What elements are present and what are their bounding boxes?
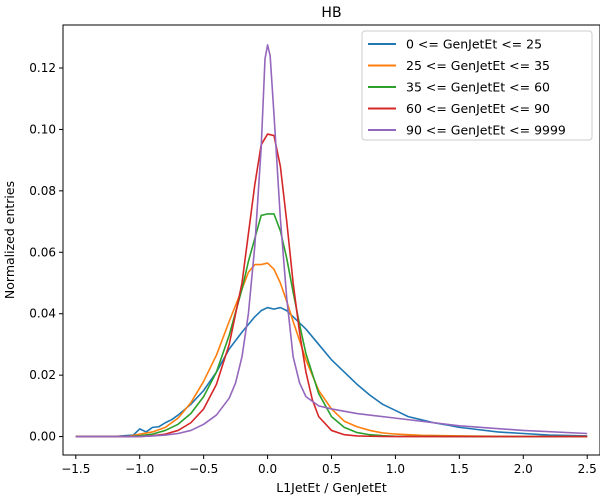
plot-frame [62, 24, 600, 456]
chart-title: HB [321, 5, 341, 21]
series-line-2 [75, 262, 588, 438]
x-tick-label: 0.0 [258, 462, 277, 476]
x-tick-label: −1.5 [61, 462, 90, 476]
legend: 0 <= GenJetEt <= 25 25 <= GenJetEt <= 35 3… [361, 30, 593, 141]
legend-label: 90 <= GenJetEt <= 9999 [406, 123, 566, 138]
y-tick-label: 0.08 [29, 184, 56, 198]
y-tick-label: 0.10 [29, 122, 56, 136]
series-line-3 [75, 213, 588, 438]
series-line-4 [75, 133, 588, 438]
y-tick-label: 0.00 [29, 430, 56, 444]
x-tick-label: 1.5 [450, 462, 469, 476]
y-tick-label: 0.06 [29, 245, 56, 259]
x-axis-label: L1JetEt / GenJetEt [276, 480, 387, 495]
legend-label: 0 <= GenJetEt <= 25 [406, 37, 542, 52]
legend-label: 35 <= GenJetEt <= 60 [406, 80, 550, 95]
y-axis-ticks: 0.00 0.02 0.04 0.06 0.08 0.10 0.12 [29, 61, 63, 444]
y-tick-label: 0.04 [29, 307, 56, 321]
legend-label: 60 <= GenJetEt <= 90 [406, 101, 550, 116]
series-layer [75, 44, 588, 438]
y-tick-label: 0.12 [29, 61, 56, 75]
x-tick-label: 2.5 [578, 462, 597, 476]
y-axis-label: Normalized entries [2, 181, 17, 299]
legend-box [361, 30, 593, 141]
legend-label: 25 <= GenJetEt <= 35 [406, 58, 550, 73]
x-tick-label: −0.5 [189, 462, 218, 476]
legend-items: 0 <= GenJetEt <= 25 25 <= GenJetEt <= 35 3… [368, 37, 566, 138]
series-line-5 [75, 44, 588, 438]
x-tick-label: 0.5 [322, 462, 341, 476]
x-tick-label: 2.0 [514, 462, 533, 476]
y-tick-label: 0.02 [29, 368, 56, 382]
x-tick-label: 1.0 [386, 462, 405, 476]
x-axis-ticks: −1.5 −1.0 −0.5 0.0 0.5 1.0 1.5 2.0 2.5 [61, 455, 597, 476]
x-tick-label: −1.0 [125, 462, 154, 476]
